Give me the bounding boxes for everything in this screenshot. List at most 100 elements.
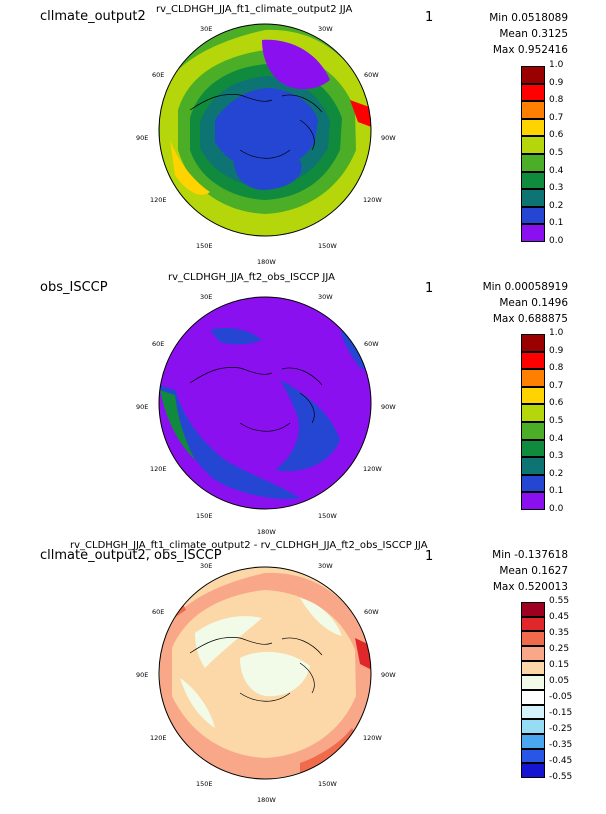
lon-label: 120W	[363, 465, 382, 473]
stat-max: Max 0.952416	[492, 44, 568, 56]
colorbar-swatch	[521, 719, 545, 734]
map-boundary	[158, 566, 372, 780]
colorbar-swatch	[521, 171, 545, 190]
colorbar-tick-label: 0.9	[549, 345, 564, 356]
colorbar-swatch	[521, 474, 545, 493]
plot-title: rv_CLDHGH_JJA_ft2_obs_ISCCP JJA	[168, 272, 335, 283]
colorbar-swatch	[521, 224, 545, 242]
colorbar-swatch	[521, 763, 545, 778]
stat-mean: Mean 0.3125	[499, 28, 568, 40]
lon-label: 150E	[196, 242, 213, 250]
lon-label: 120E	[150, 734, 167, 742]
colorbar-tick-label: 1.0	[549, 60, 564, 70]
lon-label: 60E	[152, 340, 165, 348]
colorbar-tick-label: 1.0	[549, 328, 564, 338]
colorbar-swatch	[521, 189, 545, 207]
lon-label: 150E	[196, 512, 213, 520]
colorbar-tick-label: 0.7	[549, 112, 564, 123]
colorbar-swatch	[521, 439, 545, 458]
colorbar-swatch	[521, 616, 545, 632]
polar-map	[158, 23, 372, 237]
stats-box: Min 0.0518089 Mean 0.3125 Max 0.952416	[489, 10, 568, 58]
colorbar-swatch	[521, 83, 545, 102]
colorbar-swatch	[521, 646, 545, 661]
colorbar-swatch	[521, 457, 545, 475]
stat-max: Max 0.688875	[492, 313, 568, 325]
colorbar-tick-label: 0.7	[549, 380, 564, 391]
colorbar-swatch	[521, 351, 545, 370]
colorbar-tick-label: 0.1	[549, 218, 564, 229]
colorbar-tick-label: 0.5	[549, 416, 564, 426]
colorbar-swatch	[521, 386, 545, 405]
stat-min: Min -0.137618	[492, 549, 568, 561]
colorbar-swatch	[521, 492, 545, 510]
colorbar-tick-label: 0.05	[549, 676, 570, 686]
coastlines	[189, 637, 323, 702]
lon-label: 30E	[200, 562, 213, 570]
colorbar-tick-label: 0.4	[549, 433, 564, 444]
case-label: cllmate_output2	[40, 9, 146, 24]
colorbar-swatch	[521, 369, 545, 387]
stat-mean: Mean 0.1627	[499, 565, 568, 577]
polar-map	[158, 296, 372, 510]
colorbar-tick-label: -0.45	[549, 756, 573, 766]
colorbar-tick-label: 0.15	[549, 660, 570, 670]
colorbar-tick-label: 0.8	[549, 363, 564, 374]
plot-title: rv_CLDHGH_JJA_ft1_climate_output2 - rv_C…	[70, 540, 428, 551]
stat-max: Max 0.520013	[492, 581, 568, 593]
lon-label: 120E	[150, 465, 167, 473]
lon-label: 150E	[196, 780, 213, 788]
colorbar-tick-label: 0.5	[549, 148, 564, 158]
colorbar-swatch	[521, 602, 545, 617]
stat-min: Min 0.0518089	[489, 12, 568, 24]
lon-label: 90W	[381, 671, 396, 679]
colorbar-tick-label: 0.45	[549, 612, 570, 622]
lon-label: 30W	[318, 562, 333, 570]
colorbar-tick-label: 0.35	[549, 628, 570, 638]
colorbar-swatch	[521, 422, 545, 440]
colorbar-swatch	[521, 66, 545, 84]
plot-title: rv_CLDHGH_JJA_ft1_climate_output2 JJA	[156, 4, 353, 15]
colorbar-swatch	[521, 404, 545, 422]
lon-label: 60W	[364, 340, 379, 348]
stats-box: Min -0.137618 Mean 0.1627 Max 0.520013	[492, 547, 568, 595]
colorbar-swatch	[521, 154, 545, 172]
colorbar-tick-label: 0.25	[549, 644, 570, 654]
colorbar-tick-label: 0.9	[549, 77, 564, 88]
case-label: obs_ISCCP	[40, 280, 108, 295]
coastlines	[189, 94, 323, 159]
colorbar-swatch	[521, 334, 545, 352]
colorbar-swatch	[521, 631, 545, 646]
colorbar-swatch	[521, 675, 545, 690]
lon-label: 30E	[200, 293, 213, 301]
lon-label: 180W	[257, 796, 276, 804]
map-boundary	[158, 23, 372, 237]
colorbar-tick-label: -0.25	[549, 724, 573, 734]
lon-label: 120E	[150, 196, 167, 204]
colorbar-swatch	[521, 101, 545, 119]
map-boundary	[158, 296, 372, 510]
colorbar-tick-label: 0.55	[549, 596, 570, 606]
lon-label: 150W	[318, 780, 337, 788]
colorbar-tick-label: 0.0	[549, 236, 564, 246]
lon-label: 120W	[363, 196, 382, 204]
lon-label: 90W	[381, 134, 396, 142]
lon-label: 30W	[318, 25, 333, 33]
colorbar-swatch	[521, 704, 545, 720]
colorbar-tick-label: 0.3	[549, 183, 564, 194]
colorbar-tick-label: -0.15	[549, 708, 573, 718]
lon-label: 150W	[318, 242, 337, 250]
colorbar-swatch	[521, 734, 545, 749]
lon-label: 30W	[318, 293, 333, 301]
colorbar-swatch	[521, 136, 545, 154]
lon-label: 150W	[318, 512, 337, 520]
colorbar-tick-label: 0.2	[549, 468, 564, 479]
lon-label: 90E	[136, 671, 149, 679]
lon-label: 90E	[136, 403, 149, 411]
colorbar-tick-label: -0.35	[549, 740, 573, 750]
lon-label: 60W	[364, 71, 379, 79]
lon-label: 60E	[152, 608, 165, 616]
colorbar-tick-label: 0.4	[549, 165, 564, 176]
lon-label: 90E	[136, 134, 149, 142]
label-1: 1	[425, 281, 434, 296]
